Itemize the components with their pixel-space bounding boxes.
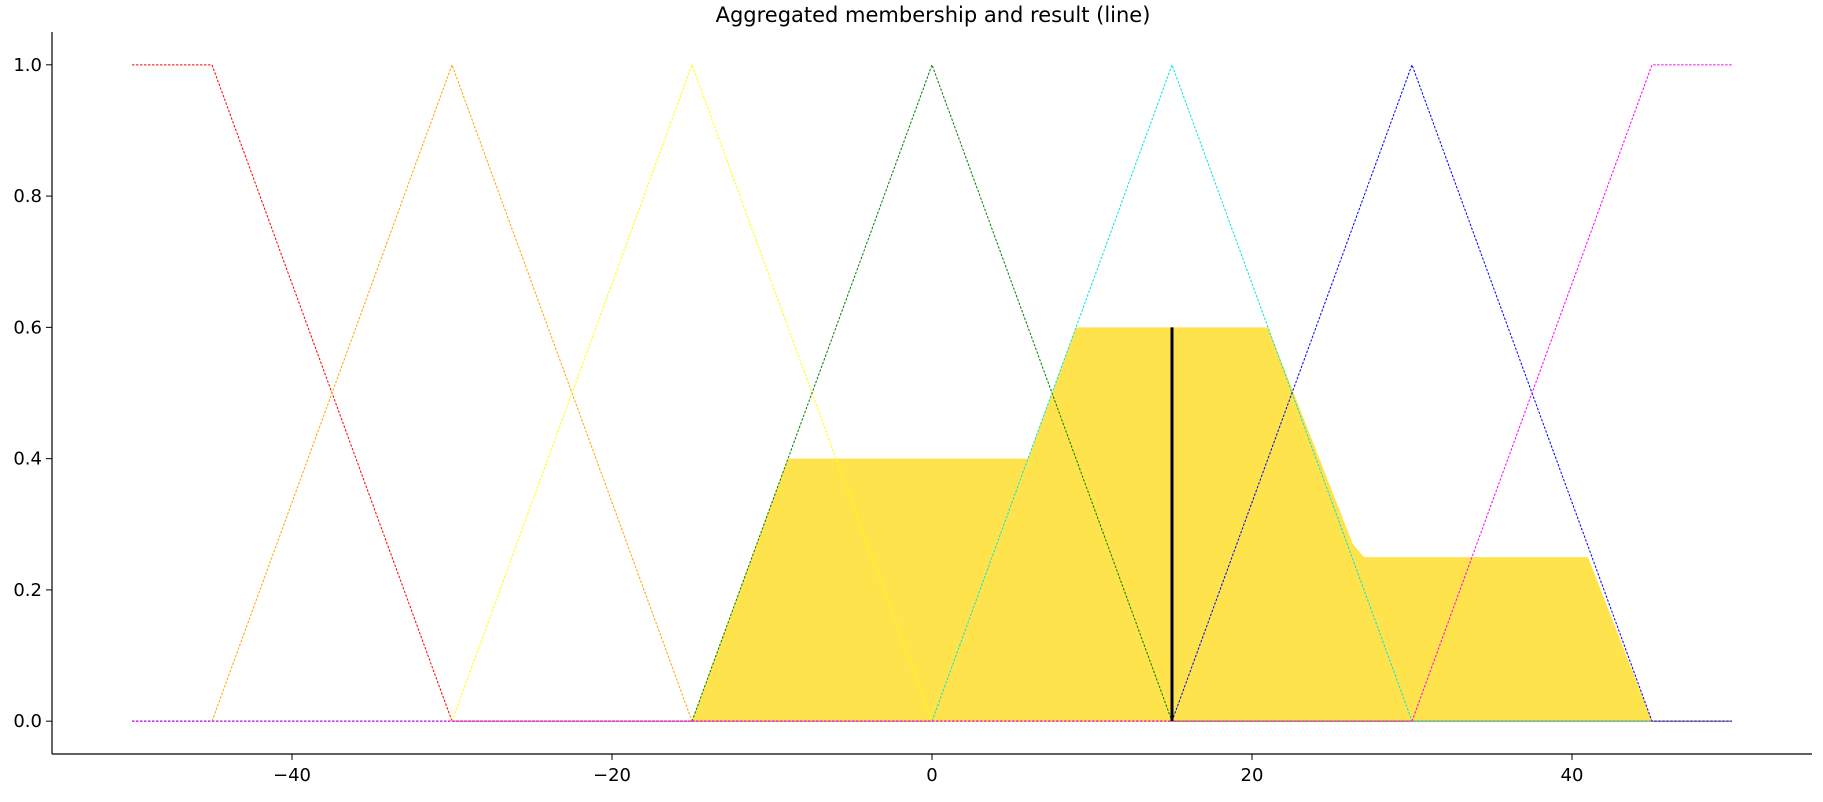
x-tick-label: −20 xyxy=(593,765,631,786)
membership-functions-group xyxy=(132,63,1732,722)
membership-function-line-7 xyxy=(132,64,1732,722)
y-tick-label: 0.6 xyxy=(13,317,42,338)
x-tick-label: −40 xyxy=(273,765,311,786)
y-tick-label: 0.8 xyxy=(13,186,42,207)
y-tick-label: 0.0 xyxy=(13,711,42,732)
y-tick-label: 0.4 xyxy=(13,449,42,470)
y-ticks-group: 0.0 0.2 0.4 0.6 0.8 1.0 xyxy=(13,55,52,732)
x-tick-label: 0 xyxy=(926,765,937,786)
x-tick-label: 40 xyxy=(1561,765,1584,786)
y-tick-label: 0.2 xyxy=(13,580,42,601)
x-ticks-group: −40 −20 0 20 40 xyxy=(273,754,1583,786)
x-tick-label: 20 xyxy=(1241,765,1264,786)
y-tick-label: 1.0 xyxy=(13,55,42,76)
chart-title: Aggregated membership and result (line) xyxy=(716,3,1151,27)
